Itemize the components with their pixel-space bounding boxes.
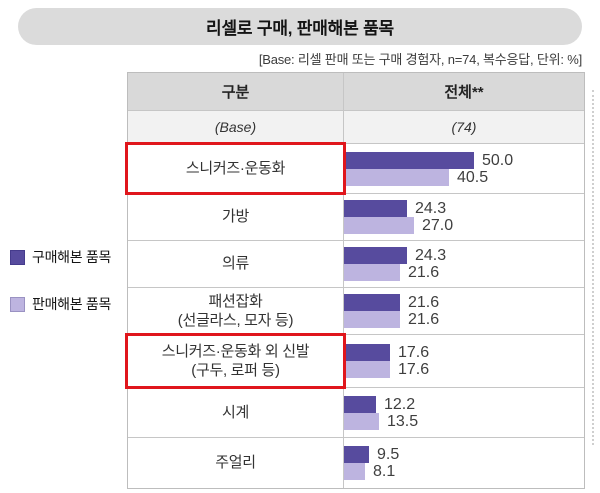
- category-label: 주얼리: [128, 438, 344, 488]
- column-header-total: 전체**: [444, 84, 484, 101]
- bar-cell: 21.6 21.6: [344, 288, 584, 334]
- bar-line: 9.5: [344, 446, 584, 463]
- column-header-category: 구분: [128, 73, 344, 110]
- bar-purchased: [344, 344, 390, 361]
- value-sold: 8.1: [373, 463, 396, 480]
- bar-line: 12.2: [344, 395, 584, 413]
- bar-sold: [344, 311, 400, 328]
- value-purchased: 50.0: [482, 151, 514, 169]
- value-sold: 21.6: [408, 311, 440, 328]
- value-purchased: 24.3: [415, 200, 447, 217]
- legend-label-purchased: 구매해본 품목: [32, 249, 112, 265]
- value-sold: 13.5: [387, 412, 419, 430]
- value-purchased: 12.2: [384, 395, 416, 413]
- category-label-line: 패션잡화: [208, 292, 263, 310]
- bar-sold: [344, 264, 400, 281]
- bar-cell: 24.3 21.6: [344, 241, 584, 287]
- category-label: 시계: [128, 388, 344, 437]
- legend-item-sold: 판매해본 품목: [10, 294, 111, 314]
- bar-line: 8.1: [344, 463, 584, 480]
- bar-purchased: [344, 294, 400, 311]
- table-row: 주얼리 9.5 8.1: [128, 438, 584, 488]
- table-row: 스니커즈·운동화 외 신발 (구두, 로퍼 등) 17.6 17.6: [125, 333, 584, 389]
- bar-cell: 17.6 17.6: [344, 335, 584, 387]
- value-purchased: 9.5: [377, 446, 400, 463]
- bar-sold: [344, 463, 365, 480]
- bar-sold: [344, 412, 379, 430]
- category-label-line: 스니커즈·운동화: [185, 159, 286, 177]
- bar-purchased: [344, 446, 369, 463]
- bar-purchased: [344, 200, 407, 217]
- bar-line: 17.6: [344, 361, 584, 378]
- data-table: 구분 전체** (Base) (74) 스니커즈·운동화 50.0 40.5 가방 24…: [125, 72, 585, 489]
- dotted-guide-line: [592, 90, 594, 445]
- value-purchased: 17.6: [398, 344, 430, 361]
- base-label: (Base): [128, 111, 344, 143]
- table-row: 의류 24.3 21.6: [128, 241, 584, 288]
- legend-swatch-purchased-icon: [10, 249, 25, 265]
- category-label-line: (구두, 로퍼 등): [191, 362, 280, 379]
- category-label-line: 가방: [221, 208, 249, 226]
- bar-line: 40.5: [344, 168, 584, 186]
- category-label-line: 주얼리: [215, 454, 256, 472]
- value-sold: 40.5: [457, 168, 489, 186]
- table-row: 스니커즈·운동화 50.0 40.5: [125, 142, 584, 195]
- table-base-row: (Base) (74): [128, 111, 584, 144]
- category-label-line: 의류: [221, 255, 249, 273]
- bar-line: 50.0: [344, 151, 584, 169]
- value-sold: 21.6: [408, 264, 440, 281]
- legend-label-sold: 판매해본 품목: [32, 296, 112, 312]
- bar-line: 21.6: [344, 311, 584, 328]
- category-label: 가방: [128, 194, 344, 240]
- table-row: 가방 24.3 27.0: [128, 194, 584, 241]
- table-row: 시계 12.2 13.5: [128, 388, 584, 438]
- bar-cell: 9.5 8.1: [344, 438, 584, 488]
- bar-cell: 12.2 13.5: [344, 388, 584, 437]
- value-sold: 27.0: [422, 217, 454, 234]
- legend: 구매해본 품목 판매해본 품목: [10, 247, 111, 314]
- category-label-line: 스니커즈·운동화 외 신발: [161, 342, 310, 360]
- table-row: 패션잡화 (선글라스, 모자 등) 21.6 21.6: [128, 288, 584, 335]
- bar-sold: [344, 361, 390, 378]
- legend-swatch-sold-icon: [10, 296, 25, 312]
- value-purchased: 21.6: [408, 294, 440, 311]
- category-label-line: 시계: [221, 403, 249, 421]
- bar-line: 24.3: [344, 200, 584, 217]
- chart-title: 리셀로 구매, 판매해본 품목: [18, 8, 582, 45]
- bar-line: 17.6: [344, 344, 584, 361]
- category-label-line: (선글라스, 모자 등): [177, 312, 294, 329]
- base-note: [Base: 리셀 판매 또는 구매 경험자, n=74, 복수응답, 단위: …: [258, 52, 582, 67]
- value-sold: 17.6: [398, 361, 430, 378]
- category-label: 스니커즈·운동화 외 신발 (구두, 로퍼 등): [125, 333, 346, 389]
- table-rows: 스니커즈·운동화 50.0 40.5 가방 24.3 27.0 의류 24.3 21.6 패션잡화…: [125, 142, 584, 488]
- bar-line: 13.5: [344, 412, 584, 430]
- bar-cell: 50.0 40.5: [344, 144, 584, 193]
- category-label: 스니커즈·운동화: [125, 142, 346, 195]
- bar-purchased: [344, 247, 407, 264]
- bar-sold: [344, 168, 449, 186]
- bar-line: 24.3: [344, 247, 584, 264]
- bar-cell: 24.3 27.0: [344, 194, 584, 240]
- bar-purchased: [344, 151, 474, 169]
- category-label: 패션잡화 (선글라스, 모자 등): [128, 288, 344, 334]
- bar-line: 21.6: [344, 294, 584, 311]
- value-purchased: 24.3: [415, 247, 447, 264]
- bar-sold: [344, 217, 414, 234]
- table-header-row: 구분 전체**: [128, 73, 584, 111]
- bar-line: 27.0: [344, 217, 584, 234]
- category-label: 의류: [128, 241, 344, 287]
- bar-purchased: [344, 395, 376, 413]
- legend-item-purchased: 구매해본 품목: [10, 247, 111, 267]
- bar-line: 21.6: [344, 264, 584, 281]
- base-value: (74): [451, 119, 477, 135]
